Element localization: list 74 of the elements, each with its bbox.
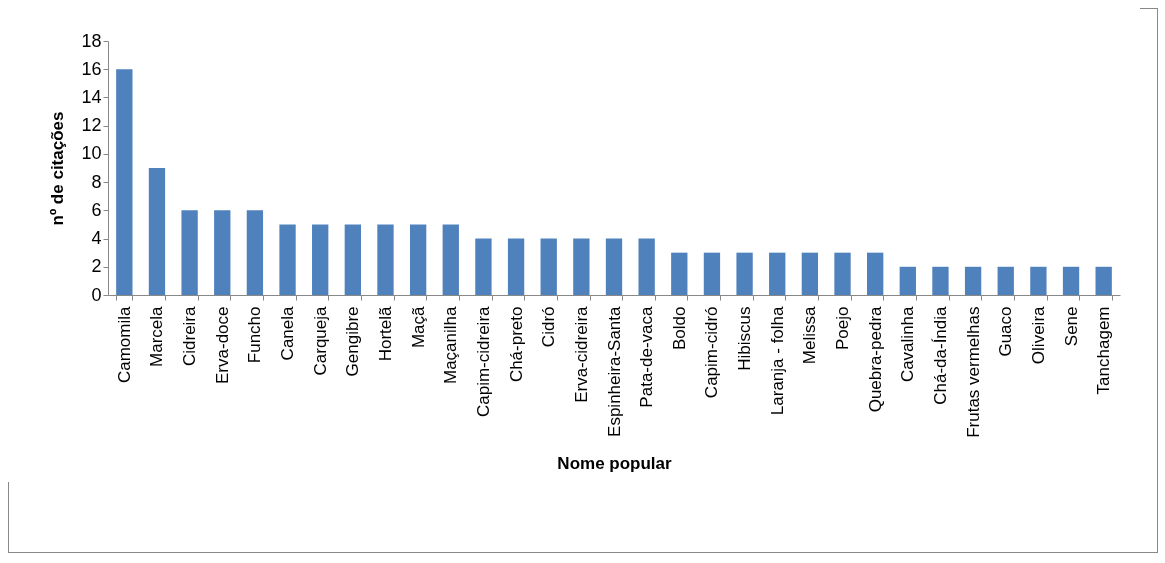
bar <box>409 224 427 295</box>
x-tick-label: Cavalinha <box>898 305 918 383</box>
bar <box>834 252 851 295</box>
bar <box>507 238 525 295</box>
bar <box>475 238 492 295</box>
bar <box>214 210 231 295</box>
bar <box>573 238 590 295</box>
x-tick-label: Capim-cidró <box>702 306 722 399</box>
x-tick-label: Camomila <box>114 305 134 384</box>
x-tick-label: Cidró <box>539 306 559 348</box>
x-tick-label: Boldo <box>669 306 689 350</box>
bar <box>312 224 329 295</box>
x-tick-label: Funcho <box>245 306 265 364</box>
x-tick-label: Maçanilha <box>441 305 461 384</box>
x-tick-label: Oliveira <box>1028 305 1048 365</box>
y-tick-label: 16 <box>81 58 102 79</box>
y-axis-title: nº de citações <box>48 111 68 226</box>
x-tick-label: Melissa <box>800 305 820 365</box>
x-tick-label: Capim-cidreira <box>473 305 493 418</box>
bar <box>246 210 264 295</box>
bar <box>1095 266 1112 295</box>
x-tick-label: Poejo <box>833 306 853 350</box>
y-tick-label: 4 <box>91 228 102 249</box>
y-tick-label: 2 <box>91 256 102 277</box>
x-tick-label: Hibiscus <box>735 306 755 371</box>
x-tick-label: Erva-doce <box>212 306 232 384</box>
bar <box>899 266 916 295</box>
bar <box>605 238 623 295</box>
y-tick-label: 6 <box>91 199 102 220</box>
bar <box>181 210 198 295</box>
x-tick-label: Pata-de-vaca <box>637 305 657 408</box>
x-tick-label: Frutas vermelhas <box>963 306 983 438</box>
x-tick-label: Chá-da-Índia <box>930 305 950 405</box>
x-tick-label: Marcela <box>147 305 167 367</box>
x-tick-label: Carqueja <box>310 305 330 376</box>
y-tick-label: 14 <box>81 86 102 107</box>
bar <box>148 168 166 295</box>
x-tick-label: Sene <box>1061 306 1081 347</box>
bar <box>442 224 459 295</box>
bar <box>867 252 884 295</box>
bar <box>671 252 688 295</box>
bar <box>638 238 655 295</box>
x-tick-label: Erva-cidreira <box>571 305 591 403</box>
bar <box>964 266 982 295</box>
x-tick-label: Gengibre <box>343 306 363 377</box>
bar <box>769 252 786 295</box>
bar <box>736 252 753 295</box>
bar <box>1030 266 1047 295</box>
y-tick-label: 8 <box>91 171 102 192</box>
bar <box>377 224 394 295</box>
bar <box>703 252 721 295</box>
y-tick-label: 12 <box>81 115 102 136</box>
bar <box>932 266 949 295</box>
x-tick-label: Chá-preto <box>506 306 526 383</box>
y-tick-label: 0 <box>91 284 102 305</box>
x-tick-label: Canela <box>278 305 298 361</box>
bar <box>279 224 296 295</box>
y-tick-label: 18 <box>81 30 102 51</box>
y-tick-label: 10 <box>81 143 102 164</box>
x-axis-title: Nome popular <box>557 453 673 473</box>
x-tick-label: Quebra-pedra <box>865 305 885 413</box>
x-tick-label: Hortelã <box>375 305 395 362</box>
bar <box>540 238 557 295</box>
bar <box>1062 266 1080 295</box>
x-tick-label: Tanchagem <box>1094 306 1114 395</box>
x-tick-label: Cidreira <box>180 305 200 367</box>
bar <box>116 69 133 295</box>
x-tick-label: Maçã <box>408 305 428 349</box>
bar <box>801 252 819 295</box>
x-tick-label: Guaco <box>996 306 1016 357</box>
x-tick-label: Espinheira-Santa <box>604 305 624 437</box>
bar <box>344 224 361 295</box>
bar <box>997 266 1014 295</box>
x-tick-label: Laranja - folha <box>767 305 787 416</box>
